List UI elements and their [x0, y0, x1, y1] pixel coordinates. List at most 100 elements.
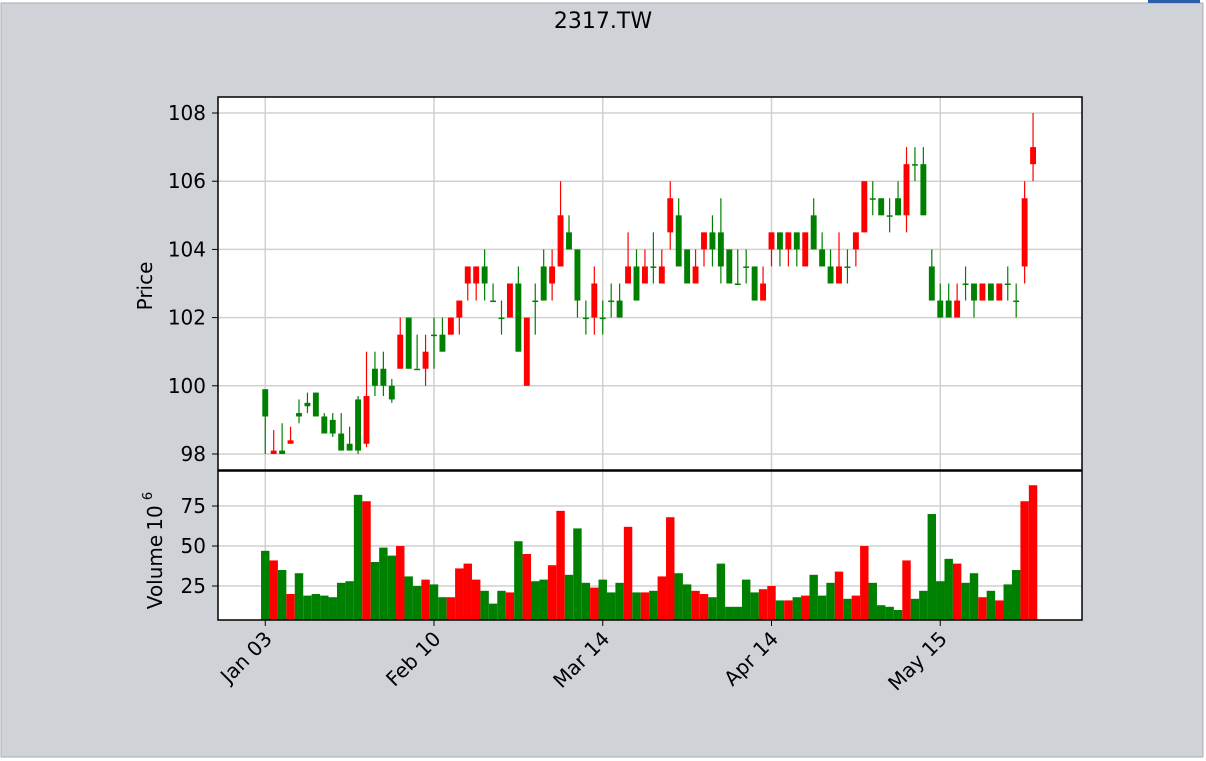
volume-bar — [876, 605, 886, 620]
volume-bar — [792, 597, 802, 620]
volume-bar — [463, 563, 472, 620]
y-tick-label: 50 — [181, 534, 206, 558]
candle-body — [692, 266, 699, 284]
volume-bar — [455, 568, 464, 620]
volume-bar — [969, 573, 979, 620]
candle-body — [439, 334, 446, 352]
volume-bar — [910, 598, 920, 620]
volume-bar — [851, 595, 861, 620]
volume-bar — [936, 581, 945, 620]
candle-body — [734, 283, 741, 285]
candle-body — [296, 413, 302, 417]
candle-body — [464, 266, 471, 284]
volume-bar — [623, 526, 633, 620]
volume-bar — [345, 581, 354, 620]
candle-body — [582, 317, 589, 320]
candle-body — [751, 266, 758, 301]
volume-bar — [860, 546, 869, 620]
volume-bar — [961, 582, 970, 620]
candle-body — [304, 402, 311, 407]
candle-body — [262, 389, 269, 417]
volume-bar — [362, 501, 371, 620]
candle-body — [658, 266, 665, 284]
volume-bar — [379, 547, 388, 620]
candle-body — [954, 300, 961, 318]
volume-bar — [952, 563, 962, 620]
candle-body — [996, 283, 1003, 301]
candle-body — [414, 368, 421, 371]
candle-body — [380, 368, 387, 386]
candle-body — [447, 317, 454, 335]
candle-body — [920, 164, 927, 216]
volume-bar — [944, 558, 953, 620]
candle-body — [549, 266, 556, 284]
volume-bar — [817, 595, 827, 620]
volume-bar — [404, 576, 413, 620]
candle-body — [785, 232, 792, 250]
volume-bar — [995, 600, 1004, 620]
volume-bar — [784, 600, 793, 620]
volume-bar — [649, 590, 658, 620]
candle-body — [928, 266, 935, 301]
volume-bar — [353, 494, 363, 620]
volume-bar — [843, 598, 852, 620]
candle-body — [768, 232, 775, 250]
y-tick-label: 75 — [181, 494, 206, 518]
volume-bar — [294, 573, 304, 620]
candle-body — [650, 266, 657, 268]
candle-body — [726, 249, 733, 284]
volume-bar — [277, 570, 287, 620]
volume-bar — [531, 581, 540, 620]
volume-bar — [564, 574, 574, 620]
volume-bar — [640, 592, 650, 620]
volume-bar — [893, 610, 903, 620]
candle-body — [852, 232, 859, 250]
volume-bar — [1011, 570, 1021, 620]
candle-body — [397, 334, 404, 369]
volume-scale-base: 10 — [143, 505, 167, 530]
candle-body — [793, 232, 800, 250]
price-frame — [217, 96, 1083, 471]
volume-bar — [514, 541, 523, 620]
volume-bar — [480, 590, 489, 620]
volume-bar — [801, 595, 810, 620]
candle-body — [574, 249, 581, 301]
candle-body — [709, 232, 716, 250]
volume-bar — [767, 586, 776, 620]
volume-bar — [539, 579, 548, 620]
volume-bar — [725, 606, 734, 620]
volume-bar — [336, 582, 346, 620]
volume-bar — [741, 579, 751, 620]
volume-bar — [311, 594, 321, 620]
volume-bar — [733, 606, 742, 620]
candle-body — [633, 266, 640, 301]
y-tick-label: 108 — [168, 101, 206, 125]
candle-body — [599, 317, 606, 320]
candle-body — [911, 164, 918, 166]
volume-bar — [809, 574, 818, 620]
volume-bar — [396, 546, 405, 620]
volume-bar — [902, 560, 911, 620]
candle-body — [810, 215, 817, 250]
volume-bar — [286, 594, 295, 620]
candle-body — [279, 450, 286, 454]
candle-body — [591, 283, 598, 318]
y-tick-label: 106 — [168, 169, 206, 193]
candle-body — [1004, 283, 1011, 285]
candle-body — [625, 266, 632, 284]
candle-body — [641, 266, 648, 284]
volume-bar — [320, 595, 329, 620]
volume-bar — [497, 590, 506, 620]
candle-body — [1013, 300, 1020, 303]
volume-bar — [261, 550, 270, 620]
candle-body — [371, 368, 378, 386]
candle-body — [338, 433, 345, 451]
y-tick-label: 98 — [181, 442, 206, 466]
candle-body — [557, 215, 564, 267]
candle-body — [1021, 198, 1028, 267]
y-tick-label: 104 — [168, 237, 206, 261]
candle-body — [363, 396, 370, 444]
marks — [261, 113, 1038, 620]
candle-body — [321, 416, 328, 434]
